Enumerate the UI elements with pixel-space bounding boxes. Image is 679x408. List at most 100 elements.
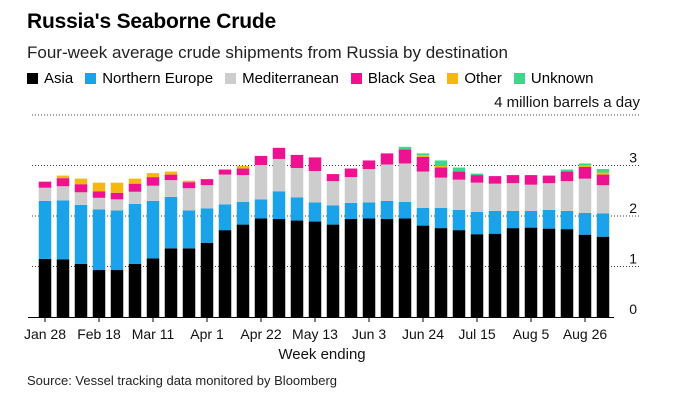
- bar-stack: [560, 169, 574, 317]
- y-axis: 0 1 2 3: [629, 150, 637, 318]
- bar-stack: [254, 155, 268, 317]
- bar-segment-northern-europe: [128, 203, 142, 264]
- bar-segment-other: [596, 172, 610, 175]
- bar-stack: [344, 168, 358, 317]
- legend-item-other: Other: [447, 70, 502, 87]
- bar-segment-northern-europe: [506, 210, 520, 229]
- bar-segment-asia: [272, 219, 286, 317]
- chart-subtitle: Four-week average crude shipments from R…: [27, 43, 508, 62]
- bar-segment-northern-europe: [218, 204, 232, 231]
- bar-stack: [398, 146, 412, 317]
- bar-segment-black-sea: [272, 147, 286, 159]
- bar-segment-northern-europe: [488, 210, 502, 234]
- bar-segment-mediterranean: [146, 185, 160, 201]
- bar-segment-black-sea: [146, 177, 160, 186]
- legend: Asia Northern Europe Mediterranean Black…: [27, 70, 605, 87]
- bar-stack: [38, 181, 52, 317]
- bar-stack: [200, 179, 214, 317]
- bar-segment-asia: [200, 242, 214, 317]
- bar-segment-black-sea: [254, 155, 268, 165]
- bar-stack: [326, 174, 340, 317]
- bar-segment-asia: [128, 263, 142, 318]
- bar-segment-black-sea: [308, 157, 322, 172]
- bar-segment-asia: [470, 234, 484, 317]
- bar-segment-asia: [164, 248, 178, 317]
- x-tick-label: Jun 3: [352, 326, 386, 342]
- bar-segment-black-sea: [434, 167, 448, 178]
- bar-segment-black-sea: [326, 174, 340, 182]
- bar-segment-northern-europe: [416, 207, 430, 226]
- bar-segment-black-sea: [452, 171, 466, 180]
- y-tick-label-0: 0: [629, 301, 637, 317]
- bar-segment-black-sea: [578, 167, 592, 179]
- bar-segment-northern-europe: [542, 209, 556, 229]
- bar-segment-mediterranean: [272, 158, 286, 192]
- bar-segment-mediterranean: [452, 179, 466, 210]
- bar-stack: [416, 153, 430, 317]
- bar-segment-black-sea: [344, 168, 358, 178]
- bar-segment-mediterranean: [380, 164, 394, 201]
- bar-segment-black-sea: [218, 169, 232, 175]
- bar-segment-black-sea: [236, 168, 250, 176]
- x-axis: Jan 28 Feb 18 Mar 11 Apr 1 Apr 22 May 13 Jun 3…: [24, 317, 614, 342]
- bar-segment-asia: [236, 224, 250, 317]
- legend-item-northern-europe: Northern Europe: [85, 70, 213, 87]
- bar-segment-other: [578, 164, 592, 168]
- bar-segment-mediterranean: [578, 178, 592, 213]
- bar-segment-asia: [596, 236, 610, 317]
- bar-segment-black-sea: [596, 174, 610, 186]
- bar-segment-northern-europe: [596, 213, 610, 237]
- bar-segment-mediterranean: [398, 163, 412, 202]
- x-tick-label: Jan 28: [24, 326, 66, 342]
- bar-segment-northern-europe: [362, 202, 376, 219]
- bar-segment-black-sea: [164, 174, 178, 181]
- bar-segment-northern-europe: [182, 210, 196, 249]
- bar-segment-asia: [290, 220, 304, 317]
- bar-segment-asia: [254, 218, 268, 317]
- bar-segment-asia: [74, 263, 88, 318]
- bar-segment-other: [74, 178, 88, 185]
- bar-segment-northern-europe: [236, 201, 250, 225]
- bar-segment-northern-europe: [56, 200, 70, 260]
- x-tick-label: Jul 15: [458, 326, 496, 342]
- y-tick-label-1: 1: [629, 251, 637, 267]
- bar-segment-other: [416, 155, 430, 157]
- bar-segment-mediterranean: [236, 175, 250, 202]
- bar-segment-asia: [218, 230, 232, 317]
- bar-segment-black-sea: [92, 191, 106, 198]
- bar-stack: [596, 169, 610, 317]
- bar-segment-northern-europe: [470, 211, 484, 235]
- bar-segment-black-sea: [290, 154, 304, 169]
- bar-segment-asia: [524, 227, 538, 318]
- bar-segment-unknown: [452, 167, 466, 172]
- bar-segment-asia: [380, 219, 394, 317]
- bar-segment-northern-europe: [38, 200, 52, 259]
- bar-segment-mediterranean: [128, 191, 142, 204]
- bar-segment-other: [434, 166, 448, 168]
- bar-segment-asia: [452, 230, 466, 317]
- bar-stacks: [38, 146, 610, 318]
- bar-segment-asia: [542, 228, 556, 318]
- bar-segment-black-sea: [74, 184, 88, 193]
- bar-segment-mediterranean: [92, 197, 106, 210]
- legend-item-unknown: Unknown: [513, 70, 593, 87]
- bar-segment-mediterranean: [290, 168, 304, 198]
- bar-segment-asia: [92, 270, 106, 317]
- bar-segment-northern-europe: [164, 196, 178, 249]
- bar-stack: [290, 154, 304, 317]
- bar-stack: [434, 160, 448, 317]
- bar-segment-other: [182, 180, 196, 183]
- legend-label-black-sea: Black Sea: [367, 70, 436, 87]
- x-tick-label: Feb 18: [77, 326, 121, 342]
- bar-segment-asia: [578, 234, 592, 317]
- bar-stack: [578, 163, 592, 317]
- bar-segment-northern-europe: [380, 200, 394, 220]
- bar-stack: [56, 175, 70, 317]
- bar-segment-northern-europe: [398, 201, 412, 219]
- bar-segment-asia: [344, 219, 358, 317]
- bar-segment-northern-europe: [308, 202, 322, 222]
- bar-segment-asia: [182, 248, 196, 317]
- legend-item-mediterranean: Mediterranean: [225, 70, 339, 87]
- bar-segment-black-sea: [398, 149, 412, 164]
